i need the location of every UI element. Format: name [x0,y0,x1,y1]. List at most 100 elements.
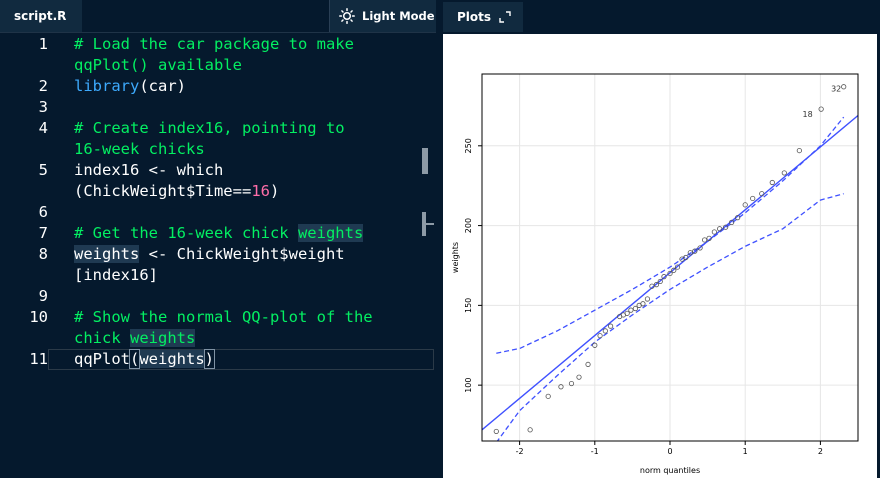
code-line[interactable]: 4 # Create index16, pointing to [0,118,436,139]
data-point [558,384,564,390]
line-number: 4 [38,119,48,137]
code-token: weights [130,329,196,347]
code-token: weights [297,224,364,242]
code-token: qqPlot [74,350,130,368]
code-line[interactable]: 7 # Get the 16-week chick weights [0,223,436,244]
code-line[interactable]: 1 # Load the car package to make [0,34,436,55]
data-point [759,191,765,197]
editor-scrollbar-thumb[interactable] [422,148,428,174]
data-point [568,380,575,387]
data-point [750,195,756,202]
code-line[interactable]: qqPlot() available [0,55,436,76]
data-point [769,179,775,186]
code-text: chick weights [74,328,196,349]
code-line[interactable]: 11 qqPlot(weights) [0,349,436,370]
data-point [671,267,677,273]
code-line[interactable]: 9 [0,286,436,307]
code-token: 16-week chicks [74,140,205,158]
data-point [585,361,591,368]
current-line-highlight [48,349,434,370]
data-point [796,147,802,154]
data-point [723,224,729,230]
code-text: # Load the car package to make [74,34,354,55]
data-point [597,333,603,339]
data-point [628,307,634,313]
script-tab-label: script.R [14,9,67,23]
light-mode-button[interactable]: Light Mode [329,0,436,32]
point-label: 18 [803,110,813,119]
code-line[interactable]: [index16] [0,265,436,286]
editor-tab-bar: script.R Light Mode [0,0,436,33]
code-line[interactable]: (ChickWeight$Time==16) [0,181,436,202]
data-point [729,219,735,225]
x-tick-label: 2 [818,447,823,456]
fit-line [482,114,858,431]
code-line[interactable]: 6 [0,202,436,223]
data-point [674,264,681,270]
code-text: index16 <- which [74,160,223,181]
plots-tab-bar: Plots [440,0,880,34]
data-point [493,428,499,435]
code-text: weights <- ChickWeight$weight [74,244,345,265]
data-point [667,270,673,277]
line-number: 8 [38,245,48,263]
data-point [701,237,708,243]
code-token: 16 [251,182,270,200]
code-line[interactable]: 2 library(car) [0,76,436,97]
data-point [692,248,698,254]
code-token: # Create index16, pointing to [74,119,345,137]
code-token: # Load the car package to make [74,35,354,53]
lower-confidence-band [496,193,844,441]
line-number: 1 [38,35,48,53]
code-token: <- ChickWeight$weight [139,245,345,263]
code-token: # Show the normal QQ-plot of the [74,308,373,326]
code-token: library [74,77,140,95]
code-line[interactable]: chick weights [0,328,436,349]
code-text: library(car) [74,76,186,97]
x-axis-label: norm quantiles [640,466,700,475]
code-text: 16-week chicks [74,139,205,160]
data-point [683,254,689,261]
code-text: # Show the normal QQ-plot of the [74,307,373,328]
code-line[interactable]: 8 weights <- ChickWeight$weight [0,244,436,265]
data-point [632,305,639,312]
upper-confidence-band [496,116,845,354]
data-point [711,229,717,235]
code-text: qqPlot() available [74,55,242,76]
script-tab[interactable]: script.R [0,0,82,32]
line-number: 7 [38,224,48,242]
code-line[interactable]: 3 [0,97,436,118]
code-token: ) [203,349,216,369]
code-line[interactable]: 16-week chicks [0,139,436,160]
plots-tab[interactable]: Plots [443,2,523,32]
data-point [640,301,646,307]
light-mode-label: Light Mode [362,9,435,23]
line-number: 10 [29,308,48,326]
code-token: [index16] [74,266,158,284]
code-token: weights [74,245,140,263]
data-point [661,274,667,280]
line-number: 5 [38,161,48,179]
code-token: weights [139,350,205,368]
code-token: (ChickWeight$Time== [74,182,252,200]
line-number: 9 [38,287,48,305]
y-tick-label: 250 [464,138,473,153]
code-token: chick [74,329,130,347]
expand-icon[interactable] [499,11,511,23]
data-point [657,278,663,285]
code-text: # Create index16, pointing to [74,118,345,139]
data-point [818,106,824,112]
data-point [607,323,614,329]
code-area[interactable]: 1 # Load the car package to make qqPlot() … [0,33,436,478]
code-line[interactable]: 10 # Show the normal QQ-plot of the [0,307,436,328]
code-line[interactable]: 5 index16 <- which [0,160,436,181]
data-point [653,282,660,288]
x-tick-label: 0 [667,447,672,456]
line-number: 11 [29,350,48,368]
plots-pane: Plots 18 32 -2 -1 0 1 2 100 150 200 250 norm quanti… [440,0,880,478]
data-point [624,310,630,316]
pane-divider[interactable] [436,0,440,478]
data-point [841,84,847,90]
code-token: (car) [139,77,186,95]
code-token: ) [269,182,280,200]
